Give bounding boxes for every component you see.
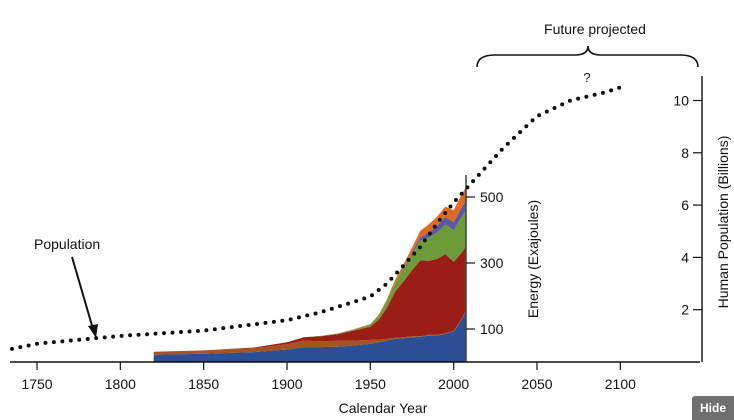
future-projected-brace [476, 45, 699, 68]
x-tick-label: 1800 [105, 376, 136, 392]
x-tick-label: 2100 [605, 376, 636, 392]
future-projected-label: Future projected [544, 21, 646, 37]
energy-area-red [153, 247, 466, 352]
projection-question-mark: ? [583, 70, 590, 85]
x-tick-label: 1950 [355, 376, 386, 392]
population-tick-label: 6 [681, 197, 689, 213]
x-tick-label: 1750 [21, 376, 52, 392]
x-tick-label: 2050 [521, 376, 552, 392]
energy-area-green [153, 211, 466, 352]
population-tick-label: 8 [681, 145, 689, 161]
axes-layer [10, 76, 703, 363]
population-axis-label: Human Population (Billions) [715, 136, 731, 309]
population-arrow-head [88, 324, 98, 338]
energy-area-brown [153, 311, 466, 355]
population-curve-layer [10, 85, 623, 351]
x-tick-label: 1900 [271, 376, 302, 392]
x-tick-label: 1850 [188, 376, 219, 392]
energy-tick-label: 500 [480, 189, 504, 205]
population-tick-label: 4 [681, 249, 689, 265]
population-label: Population [34, 236, 100, 252]
population-curve [10, 85, 623, 351]
energy-area-layer [153, 188, 466, 362]
energy-tick-label: 300 [480, 255, 504, 271]
population-arrow-shaft [71, 256, 94, 330]
hide-button[interactable]: Hide [692, 396, 734, 420]
x-tick-label: 2000 [438, 376, 469, 392]
energy-axis-label: Energy (Exajoules) [525, 200, 541, 318]
ticks-layer: 1750 1800 1850 1900 1950 2000 2050 2100 100 300 50… [21, 93, 702, 392]
energy-area-blue [153, 312, 466, 362]
population-tick-label: 2 [681, 302, 689, 318]
population-tick-label: 10 [673, 93, 689, 109]
energy-tick-label: 100 [480, 321, 504, 337]
x-axis-label: Calendar Year [339, 400, 428, 416]
